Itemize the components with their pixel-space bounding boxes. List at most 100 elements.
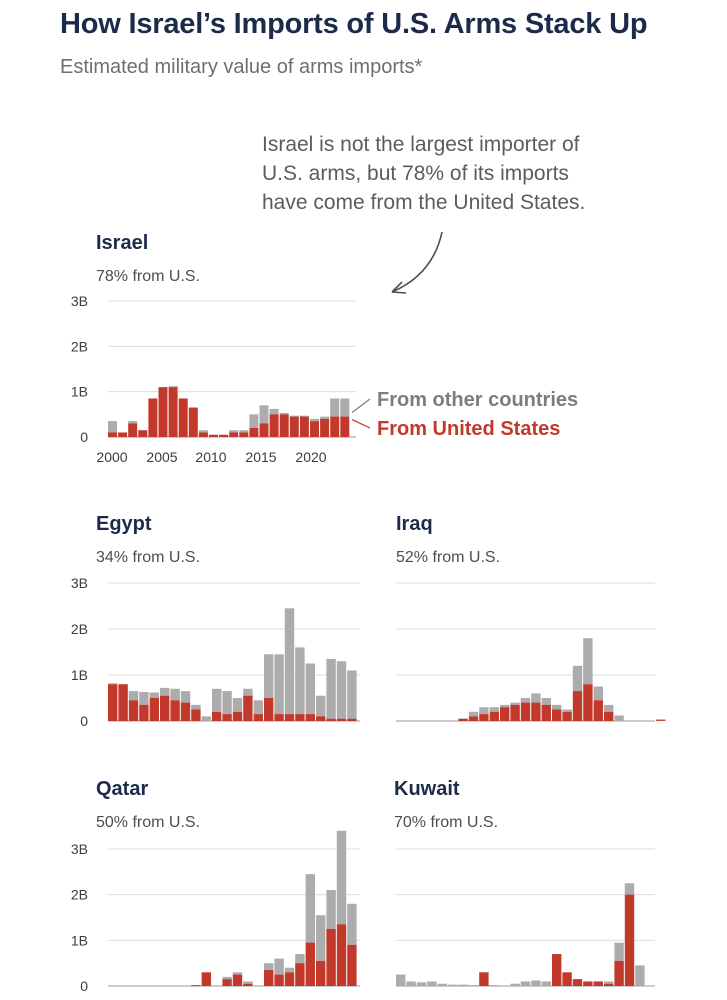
bar-other-countries bbox=[232, 698, 243, 712]
bar-other-countries bbox=[541, 698, 551, 705]
bar-united-states bbox=[269, 414, 279, 437]
bar-united-states bbox=[347, 718, 357, 721]
bar-other-countries bbox=[191, 704, 201, 710]
y-tick-label: 3B bbox=[71, 575, 88, 591]
chart-qatar: 0 1B 2B 3B bbox=[71, 830, 360, 994]
bar-united-states bbox=[168, 387, 178, 437]
bar-other-countries bbox=[232, 972, 243, 975]
bar-united-states bbox=[572, 979, 583, 986]
bar-united-states bbox=[232, 711, 243, 721]
bar-other-countries bbox=[305, 874, 315, 943]
bar-united-states bbox=[274, 974, 284, 986]
bar-united-states bbox=[138, 430, 148, 437]
bar-united-states bbox=[264, 698, 274, 721]
annotation: Israel is not the largest importer of U.… bbox=[262, 130, 642, 217]
bar-united-states bbox=[118, 684, 128, 721]
bar-united-states bbox=[562, 711, 572, 721]
bar-other-countries bbox=[229, 430, 239, 433]
legend-leader-line bbox=[351, 419, 371, 429]
panel-share-label: 78% from U.S. bbox=[96, 268, 201, 285]
bar-united-states bbox=[500, 707, 510, 721]
bar-united-states bbox=[479, 972, 489, 986]
panel-title: Qatar bbox=[96, 778, 149, 800]
panel-share-label: 50% from U.S. bbox=[96, 814, 201, 831]
bar-other-countries bbox=[468, 711, 479, 717]
bar-united-states bbox=[279, 414, 289, 437]
bar-other-countries bbox=[279, 412, 289, 415]
panel-title: Iraq bbox=[396, 513, 433, 535]
chart-iraq bbox=[396, 582, 666, 722]
bar-other-countries bbox=[149, 692, 159, 698]
bar-other-countries bbox=[437, 983, 447, 986]
bar-united-states bbox=[201, 972, 211, 986]
bar-united-states bbox=[572, 691, 583, 721]
bar-other-countries bbox=[139, 692, 149, 705]
bar-other-countries bbox=[180, 691, 191, 703]
panel-title: Kuwait bbox=[394, 778, 460, 800]
bar-united-states bbox=[229, 432, 239, 437]
bar-united-states bbox=[158, 387, 168, 437]
bar-other-countries bbox=[635, 965, 645, 986]
bar-other-countries bbox=[531, 693, 541, 703]
bar-other-countries bbox=[396, 974, 406, 986]
bar-united-states bbox=[510, 704, 520, 721]
bar-united-states bbox=[336, 718, 347, 721]
bar-other-countries bbox=[406, 981, 416, 986]
bar-united-states bbox=[118, 432, 128, 437]
bar-other-countries bbox=[320, 416, 330, 419]
bar-united-states bbox=[274, 714, 284, 721]
bar-united-states bbox=[191, 985, 201, 986]
bar-other-countries bbox=[562, 709, 572, 712]
bar-united-states bbox=[222, 714, 232, 721]
x-tick-label: 2000 bbox=[96, 449, 127, 465]
bar-united-states bbox=[148, 398, 158, 437]
bar-other-countries bbox=[264, 963, 274, 971]
bar-other-countries bbox=[222, 691, 232, 715]
bar-united-states bbox=[320, 418, 330, 437]
bar-other-countries bbox=[222, 976, 232, 980]
y-tick-label: 1B bbox=[71, 384, 88, 400]
bar-united-states bbox=[222, 979, 232, 986]
bar-other-countries bbox=[624, 883, 635, 895]
bar-united-states bbox=[160, 695, 170, 721]
bar-united-states bbox=[489, 711, 499, 721]
bar-other-countries bbox=[284, 967, 295, 973]
y-tick-label: 2B bbox=[71, 621, 88, 637]
bar-other-countries bbox=[316, 915, 326, 961]
bar-united-states bbox=[458, 718, 468, 721]
bar-united-states bbox=[149, 698, 159, 721]
bar-other-countries bbox=[108, 421, 117, 433]
chart-kuwait bbox=[396, 848, 655, 987]
bar-united-states bbox=[180, 702, 191, 721]
bar-other-countries bbox=[274, 958, 284, 975]
chart-israel: 0 1B 2B 3B 2000 2005 2010 2015 2020 From other co… bbox=[71, 293, 578, 465]
bar-united-states bbox=[330, 416, 340, 437]
bar-other-countries bbox=[243, 688, 253, 696]
bar-other-countries bbox=[604, 981, 614, 984]
bar-other-countries bbox=[510, 702, 520, 705]
bar-other-countries bbox=[264, 654, 274, 698]
bar-united-states bbox=[656, 720, 666, 721]
bar-united-states bbox=[614, 960, 624, 986]
bar-other-countries bbox=[330, 398, 340, 417]
bar-united-states bbox=[520, 702, 531, 721]
bar-united-states bbox=[326, 928, 336, 986]
bar-other-countries bbox=[170, 688, 180, 701]
bar-other-countries bbox=[239, 430, 249, 433]
bar-other-countries bbox=[326, 890, 336, 929]
x-tick-label: 2020 bbox=[295, 449, 326, 465]
bar-united-states bbox=[295, 714, 305, 721]
bar-other-countries bbox=[347, 903, 357, 945]
bar-united-states bbox=[468, 716, 479, 721]
y-tick-label: 0 bbox=[80, 429, 88, 445]
bar-united-states bbox=[562, 972, 572, 986]
bar-other-countries bbox=[274, 654, 284, 715]
bar-other-countries bbox=[305, 663, 315, 715]
bar-other-countries bbox=[284, 608, 295, 715]
bar-other-countries bbox=[479, 707, 489, 715]
bar-other-countries bbox=[259, 405, 269, 424]
bar-other-countries bbox=[201, 716, 211, 721]
bar-other-countries bbox=[520, 981, 531, 986]
bar-other-countries bbox=[253, 700, 263, 715]
annotation-line: Israel is not the largest importer of bbox=[262, 133, 580, 156]
